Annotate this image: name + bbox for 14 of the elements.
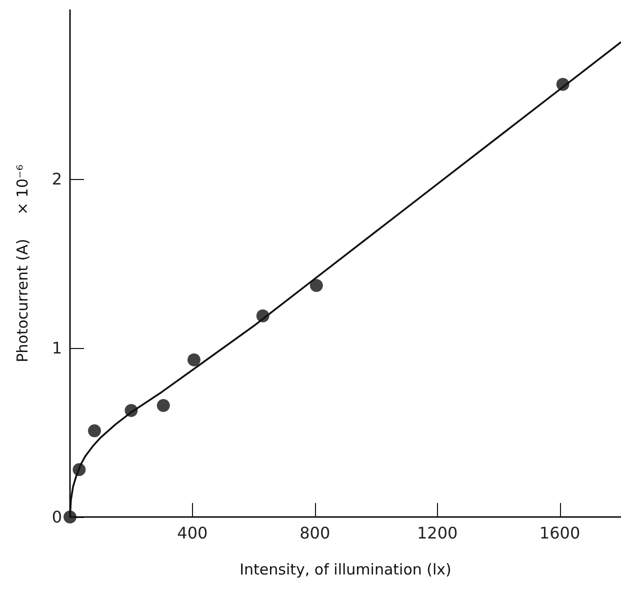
x-tick-label: 400 (177, 524, 208, 542)
y-axis-title: Photocurrent (A) × 10⁻⁶ (14, 164, 32, 362)
x-tick-label: 1200 (416, 524, 458, 542)
point (187, 353, 200, 366)
point (88, 424, 101, 438)
point (310, 278, 323, 292)
x-axis-title: Intensity, of illumination (lx) (240, 560, 452, 578)
point (156, 398, 170, 412)
y-tick-label: 1 (52, 338, 62, 358)
y-tick-label: 2 (52, 170, 62, 188)
point (64, 510, 76, 524)
x-tick-label: 1600 (539, 524, 580, 542)
y-tick-label: 0 (52, 508, 62, 526)
x-tick-label: 800 (300, 524, 330, 542)
